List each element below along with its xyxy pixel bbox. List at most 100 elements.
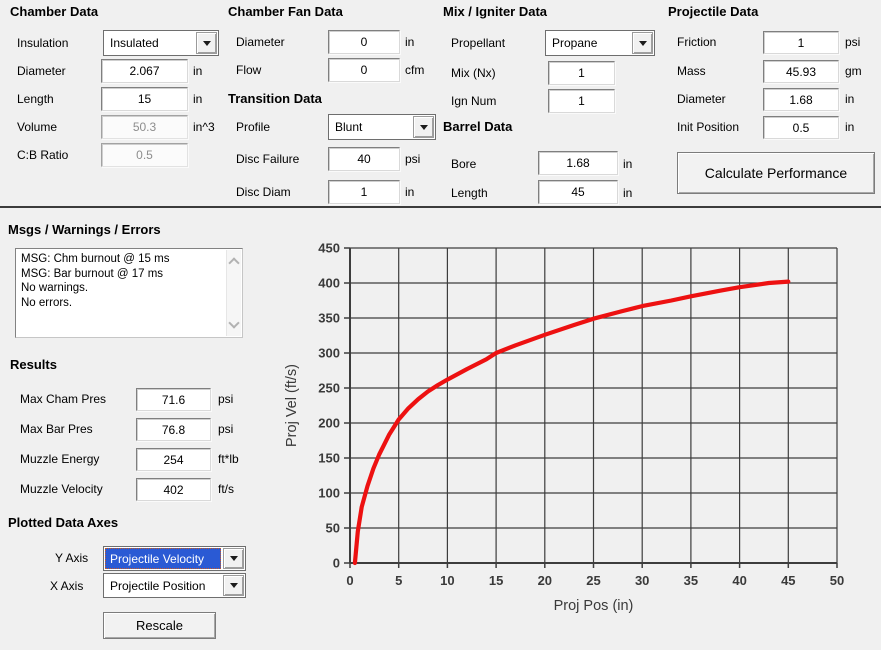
init-position-label: Init Position [677, 120, 740, 134]
muzzle-energy-unit: ft*lb [218, 452, 239, 466]
chamber-volume-output: 50.3 [101, 115, 188, 139]
chamber-diameter-input[interactable]: 2.067 [101, 59, 188, 83]
chamber-volume-unit: in^3 [193, 120, 215, 134]
chart-series [352, 279, 791, 566]
x-tick-label: 10 [440, 573, 454, 588]
section-divider [0, 206, 881, 208]
y-tick-label: 50 [326, 521, 340, 536]
x-tick-label: 0 [346, 573, 353, 588]
x-tick-label: 15 [489, 573, 503, 588]
message-line: No errors. [21, 296, 73, 309]
calculate-performance-button[interactable]: Calculate Performance [677, 152, 875, 194]
mix-igniter-title: Mix / Igniter Data [443, 4, 548, 19]
chevron-down-icon[interactable] [413, 116, 434, 138]
y-axis-title: Proj Vel (ft/s) [284, 364, 300, 447]
profile-label: Profile [236, 120, 271, 134]
x-tick-label: 40 [732, 573, 746, 588]
mix-nx-label: Mix (Nx) [451, 66, 496, 80]
proj-diameter-unit: in [845, 92, 855, 106]
muzzle-energy-output: 254 [136, 448, 211, 471]
x-tick-label: 25 [586, 573, 600, 588]
y-tick-label: 100 [318, 486, 340, 501]
message-line: MSG: Chm burnout @ 15 ms [21, 253, 170, 265]
x-tick-label: 5 [395, 573, 402, 588]
chevron-down-icon[interactable] [223, 548, 244, 569]
cb-ratio-label: C:B Ratio [17, 148, 69, 162]
msgs-title: Msgs / Warnings / Errors [8, 222, 161, 237]
chevron-down-icon[interactable] [632, 32, 653, 54]
max-bar-pres-output: 76.8 [136, 418, 211, 441]
disc-failure-input[interactable]: 40 [328, 147, 400, 171]
proj-diameter-input[interactable]: 1.68 [763, 88, 839, 111]
friction-unit: psi [845, 35, 861, 49]
insulation-value: Insulated [110, 36, 159, 50]
chamber-diameter-label: Diameter [17, 64, 66, 78]
init-position-unit: in [845, 120, 855, 134]
fan-flow-unit: cfm [405, 63, 425, 77]
fan-diameter-input[interactable]: 0 [328, 30, 400, 54]
fan-data-title: Chamber Fan Data [228, 4, 343, 19]
init-position-input[interactable]: 0.5 [763, 116, 839, 139]
chevron-down-icon[interactable] [196, 32, 217, 54]
chamber-volume-label: Volume [17, 120, 58, 134]
max-cham-pres-unit: psi [218, 392, 234, 406]
barrel-length-input[interactable]: 45 [538, 180, 618, 204]
x-tick-label: 20 [538, 573, 552, 588]
y-axis-label: Y Axis [55, 551, 89, 565]
y-tick-label: 450 [318, 241, 340, 256]
y-tick-label: 150 [318, 451, 340, 466]
performance-chart: 0 5 10 15 20 25 30 35 40 45 50 0 50 100 150 200 250 300 35… [284, 241, 844, 615]
propellant-select[interactable]: Propane [545, 30, 655, 56]
messages-scrollbar[interactable] [226, 250, 241, 336]
scroll-up-icon[interactable] [228, 257, 240, 269]
y-tick-label: 0 [333, 556, 340, 571]
proj-diameter-label: Diameter [677, 92, 726, 106]
rescale-button[interactable]: Rescale [103, 612, 216, 639]
disc-failure-unit: psi [405, 152, 421, 166]
messages-box[interactable]: MSG: Chm burnout @ 15 ms MSG: Bar burnou… [15, 248, 243, 338]
scroll-down-icon[interactable] [228, 317, 240, 329]
y-tick-label: 200 [318, 416, 340, 431]
profile-select[interactable]: Blunt [328, 114, 436, 140]
mass-unit: gm [845, 64, 862, 78]
max-bar-pres-label: Max Bar Pres [20, 422, 93, 436]
mass-input[interactable]: 45.93 [763, 60, 839, 83]
fan-diameter-label: Diameter [236, 35, 285, 49]
y-tick-label: 250 [318, 381, 340, 396]
y-axis-select[interactable]: Projectile Velocity [103, 546, 246, 571]
bore-input[interactable]: 1.68 [538, 151, 618, 175]
chamber-data-title: Chamber Data [10, 4, 99, 19]
chamber-diameter-unit: in [193, 64, 203, 78]
max-cham-pres-label: Max Cham Pres [20, 392, 107, 406]
message-line: MSG: Bar burnout @ 17 ms [21, 267, 164, 280]
mass-label: Mass [677, 64, 706, 78]
x-tick-label: 50 [830, 573, 844, 588]
y-axis-value: Projectile Velocity [105, 548, 221, 569]
fan-flow-input[interactable]: 0 [328, 58, 400, 82]
x-axis-select[interactable]: Projectile Position [103, 573, 246, 598]
disc-diam-label: Disc Diam [236, 185, 291, 199]
chamber-length-input[interactable]: 15 [101, 87, 188, 111]
results-title: Results [10, 357, 57, 372]
y-tick-label: 350 [318, 311, 340, 326]
projectile-data-title: Projectile Data [668, 4, 759, 19]
chart-grid: 0 5 10 15 20 25 30 35 40 45 50 0 50 100 150 200 250 300 35… [318, 241, 844, 589]
x-axis-value: Projectile Position [110, 578, 206, 593]
disc-diam-input[interactable]: 1 [328, 180, 400, 204]
velocity-curve [352, 279, 791, 566]
friction-input[interactable]: 1 [763, 31, 839, 54]
ign-num-input[interactable]: 1 [548, 89, 615, 113]
mix-nx-input[interactable]: 1 [548, 61, 615, 85]
insulation-select[interactable]: Insulated [103, 30, 219, 56]
chevron-down-icon[interactable] [223, 575, 244, 596]
plotted-axes-title: Plotted Data Axes [8, 515, 119, 530]
disc-diam-unit: in [405, 185, 415, 199]
muzzle-velocity-label: Muzzle Velocity [20, 482, 103, 496]
message-line: No warnings. [21, 282, 89, 294]
fan-diameter-unit: in [405, 35, 415, 49]
muzzle-energy-label: Muzzle Energy [20, 452, 100, 466]
cb-ratio-output: 0.5 [101, 143, 188, 167]
friction-label: Friction [677, 35, 717, 49]
muzzle-velocity-unit: ft/s [218, 482, 235, 496]
